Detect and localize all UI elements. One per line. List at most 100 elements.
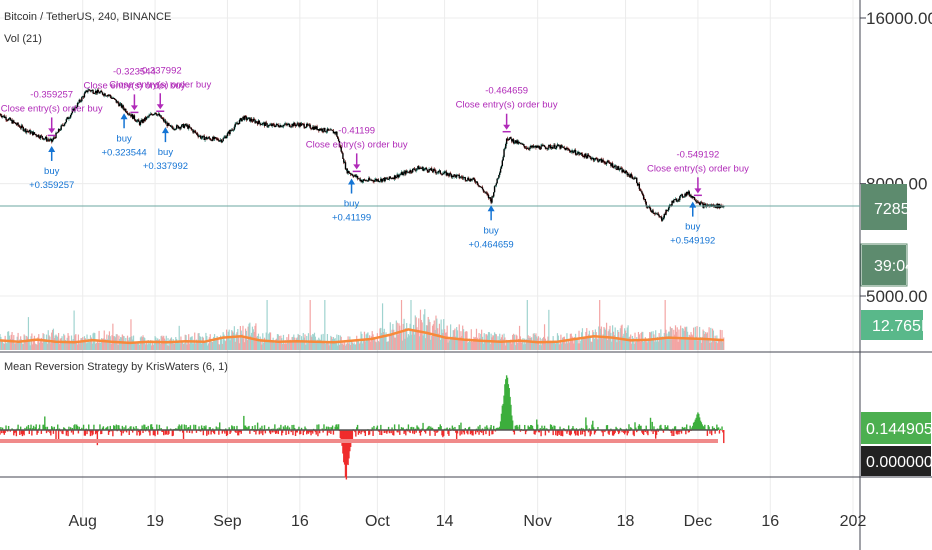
volume-bar bbox=[437, 333, 440, 350]
indicator-bar bbox=[480, 430, 483, 433]
volume-bar bbox=[314, 336, 316, 350]
candle-body bbox=[404, 171, 406, 175]
candle-body bbox=[273, 124, 275, 126]
volume-bar bbox=[689, 335, 691, 350]
time-axis[interactable]: Aug 19 Sep 16 Oct 14 Nov 18 Dec 16 202 bbox=[68, 513, 866, 530]
candle-body bbox=[433, 169, 435, 170]
candle-body bbox=[524, 145, 526, 148]
indicator-bar bbox=[99, 424, 101, 430]
indicator-bar bbox=[219, 422, 221, 430]
indicator-bar bbox=[38, 428, 40, 430]
candle-body bbox=[119, 103, 122, 105]
volume-bar bbox=[175, 337, 177, 350]
time-axis-label: Oct bbox=[365, 513, 390, 530]
candle-body bbox=[606, 160, 609, 163]
candle-body bbox=[683, 196, 685, 198]
volume-bar bbox=[546, 340, 548, 350]
indicator-bar bbox=[237, 430, 239, 436]
candle-body bbox=[406, 171, 409, 173]
volume-bar bbox=[679, 339, 681, 350]
candle-body bbox=[334, 131, 336, 134]
volume-bar bbox=[651, 338, 653, 350]
candle-body bbox=[479, 186, 481, 188]
indicator-bar bbox=[719, 428, 722, 430]
candle-body bbox=[374, 180, 376, 182]
volume-bar bbox=[283, 343, 285, 350]
volume-bar bbox=[172, 339, 174, 350]
indicator-bar bbox=[378, 430, 380, 432]
volume-bar bbox=[31, 333, 33, 350]
indicator-bar bbox=[717, 427, 719, 430]
volume-bar bbox=[249, 322, 251, 350]
volume-bar bbox=[419, 336, 421, 350]
candle-body bbox=[600, 158, 603, 163]
volume-bar bbox=[489, 343, 491, 350]
candle-body bbox=[696, 201, 698, 203]
volume-bar bbox=[24, 335, 26, 350]
volume-bar bbox=[271, 341, 273, 350]
volume-bar bbox=[295, 338, 297, 350]
candle-body bbox=[585, 153, 587, 156]
volume-pane[interactable] bbox=[0, 300, 725, 350]
candle-body bbox=[582, 155, 585, 157]
candle-body bbox=[325, 131, 328, 133]
indicator-bar bbox=[692, 422, 695, 430]
volume-bar bbox=[628, 337, 630, 350]
candle-body bbox=[214, 137, 217, 138]
buy-arrow-head-icon bbox=[689, 201, 697, 208]
candle-body bbox=[224, 136, 226, 138]
indicator-bar bbox=[433, 430, 435, 432]
candle-body bbox=[393, 175, 396, 180]
candle-body bbox=[173, 129, 175, 130]
candle-body bbox=[105, 95, 107, 97]
indicator-pane[interactable] bbox=[0, 375, 725, 480]
candle-body bbox=[234, 123, 236, 127]
volume-bar bbox=[449, 340, 451, 350]
volume-bar bbox=[450, 338, 453, 350]
candle-body bbox=[695, 200, 697, 202]
indicator-bar bbox=[29, 427, 31, 430]
candle-body bbox=[721, 206, 723, 208]
volume-bar bbox=[134, 342, 136, 350]
volume-bar bbox=[655, 341, 658, 350]
candle-body bbox=[1, 115, 3, 118]
indicator-bar bbox=[400, 427, 403, 430]
candle-body bbox=[699, 202, 702, 205]
candle-body bbox=[389, 176, 392, 179]
candle-body bbox=[71, 110, 74, 114]
volume-bar bbox=[497, 336, 499, 350]
indicator-bar bbox=[1, 430, 3, 434]
candle-body bbox=[558, 145, 560, 147]
volume-bar bbox=[548, 309, 550, 350]
indicator-bar bbox=[122, 430, 124, 434]
candle-body bbox=[462, 177, 465, 179]
volume-bar bbox=[403, 318, 405, 350]
volume-bar bbox=[180, 336, 182, 350]
volume-bar bbox=[244, 328, 247, 350]
candle-body bbox=[633, 178, 635, 180]
close-order-label: Close entry(s) order buy bbox=[306, 139, 408, 150]
volume-bar bbox=[455, 336, 457, 350]
candle-body bbox=[439, 170, 441, 174]
volume-bar bbox=[241, 334, 243, 350]
candle-body bbox=[670, 204, 672, 206]
candle-body bbox=[367, 180, 369, 182]
candle-body bbox=[535, 145, 537, 148]
candle-body bbox=[597, 158, 599, 162]
candle-body bbox=[37, 134, 39, 137]
volume-bar bbox=[499, 338, 502, 350]
candle-body bbox=[330, 129, 332, 131]
volume-bar bbox=[498, 340, 500, 350]
indicator-bar bbox=[128, 430, 130, 436]
indicator-bar bbox=[592, 420, 594, 430]
volume-bar bbox=[700, 342, 702, 350]
volume-bar bbox=[151, 340, 154, 350]
indicator-bar bbox=[71, 428, 74, 430]
volume-bar bbox=[590, 341, 592, 350]
indicator-bar bbox=[154, 430, 156, 437]
volume-bar bbox=[14, 343, 16, 350]
volume-bar bbox=[4, 335, 6, 350]
candle-body bbox=[3, 115, 6, 118]
volume-bar bbox=[604, 328, 606, 350]
